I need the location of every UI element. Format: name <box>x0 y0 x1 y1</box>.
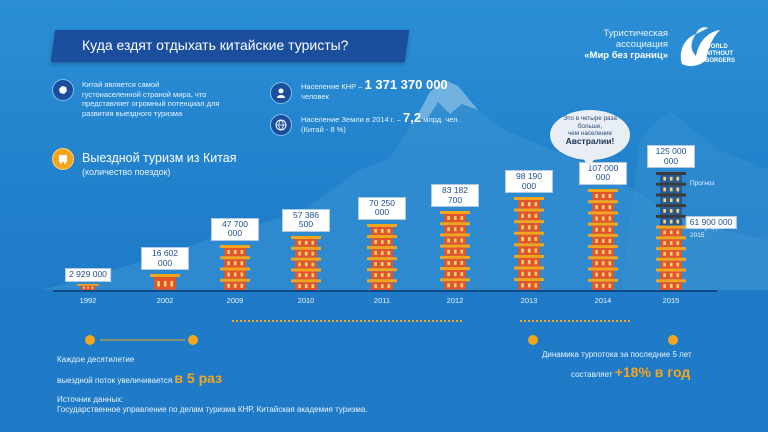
china-fact: Китай является самой густонаселенной стр… <box>82 80 220 118</box>
timeline-dot-2002 <box>188 335 198 345</box>
value-label-2013: 98 190 000 <box>505 170 553 194</box>
china-map-icon <box>52 79 74 101</box>
australia-bubble: Это в четыре раза больше, чем население … <box>550 110 630 160</box>
globe-icon <box>270 114 292 136</box>
x-tick-2011: 2011 <box>373 296 391 305</box>
timeline-dotted-line <box>232 320 462 322</box>
x-tick-2013: 2013 <box>520 296 538 305</box>
dynamics-text-1: Динамика турпотока за последние 5 лет <box>542 350 692 359</box>
value-label-2012: 83 182 700 <box>431 184 479 208</box>
x-tick-2009: 2009 <box>226 296 244 305</box>
source-note: Источник данных: Государственное управле… <box>57 395 368 414</box>
dynamics-text-2: составляет +18% в год <box>571 364 691 380</box>
partial-value-label: 61 900 000 <box>685 215 737 230</box>
decade-value: в 5 раз <box>174 370 223 386</box>
tower-bar-2013 <box>514 197 544 290</box>
assoc-line-2: ассоциация <box>615 39 668 50</box>
population-value: 1 371 370 000 <box>364 77 448 92</box>
page-title: Куда ездят отдыхать китайские туристы? <box>82 37 349 53</box>
decade-text-2: выездной поток увеличивается в 5 раз <box>57 370 223 386</box>
bus-icon <box>52 148 74 170</box>
x-tick-1992: 1992 <box>79 296 97 305</box>
x-tick-2010: 2010 <box>297 296 315 305</box>
dynamics-value: +18% в год <box>614 364 691 380</box>
x-tick-2002: 2002 <box>156 296 174 305</box>
timeline-dotted-line-2 <box>520 320 630 322</box>
tower-bar-1992 <box>77 284 99 290</box>
assoc-name: «Мир без границ» <box>584 50 668 61</box>
tower-bar-2011 <box>367 223 397 290</box>
earth-population-value: 7,2 <box>403 110 422 125</box>
x-tick-2015: 2015 <box>662 296 680 305</box>
timeline-dot-2015 <box>668 335 678 345</box>
chart-title: Выездной туризм из Китая <box>82 151 237 165</box>
logo-text: WORLD WITHOUT BORDERS <box>705 44 736 64</box>
association-block: Туристическая ассоциация «Мир без границ… <box>584 28 668 61</box>
bubble-tail <box>582 157 596 167</box>
value-label-2014: 107 000 000 <box>579 161 627 185</box>
tower-bar-2002 <box>150 274 180 290</box>
earth-population-fact: Население Земли в 2014 г. – 7,2 млрд. че… <box>301 110 460 134</box>
chart-subtitle: (количество поездок) <box>82 167 171 177</box>
tower-bar-2012 <box>440 211 470 290</box>
value-label-2002: 16 602 000 <box>141 247 189 271</box>
chart-baseline <box>53 290 717 292</box>
value-label-2015: 125 000 000 <box>647 145 695 168</box>
timeline-line <box>100 339 185 341</box>
value-label-2009: 47 700 000 <box>211 217 259 241</box>
timeline-dot-2010 <box>528 335 538 345</box>
x-tick-2012: 2012 <box>446 296 464 305</box>
swan-logo-icon <box>680 27 720 67</box>
value-label-2011: 70 250 000 <box>358 196 406 220</box>
x-tick-2014: 2014 <box>594 296 612 305</box>
forecast-note: Прогноз <box>690 180 715 187</box>
value-label-1992: 2 929 000 <box>65 268 111 282</box>
value-label-2010: 57 386 500 <box>282 208 330 232</box>
timeline-dot-start <box>85 335 95 345</box>
decade-text-1: Каждое десятилетие <box>57 355 135 364</box>
tower-bar-2015 <box>656 172 686 290</box>
population-fact: Население КНР – 1 371 370 000 человек <box>301 77 448 101</box>
person-icon <box>270 82 292 104</box>
tower-bar-2010 <box>291 235 321 290</box>
half-year-note: I полугодие 2015 <box>690 224 725 239</box>
assoc-line-1: Туристическая <box>603 28 668 39</box>
tower-bar-2009 <box>220 244 250 290</box>
tower-bar-2014 <box>588 188 618 290</box>
